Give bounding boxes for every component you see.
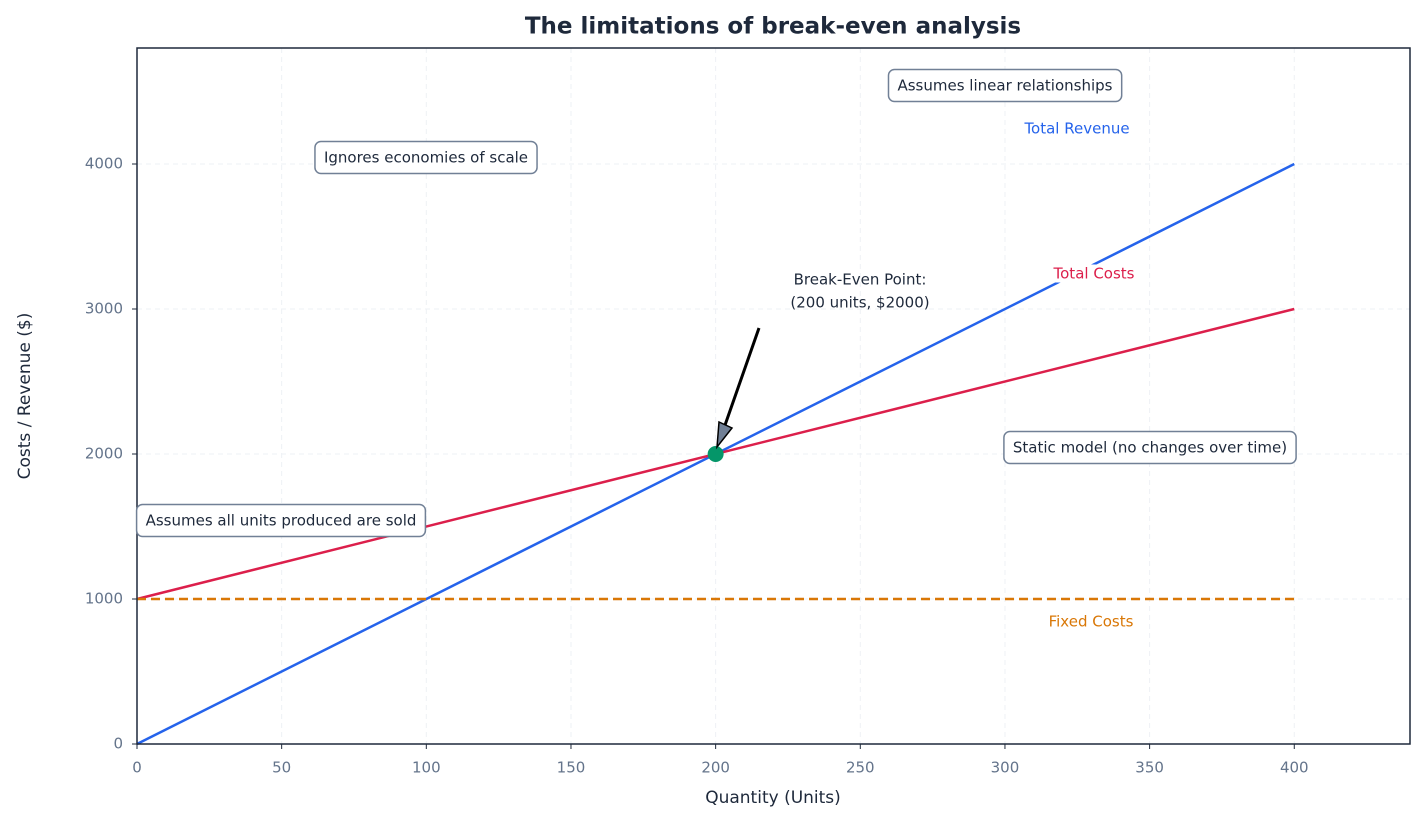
break-even-label: (200 units, $2000) — [790, 294, 929, 312]
annotation-box — [887, 68, 1123, 103]
series-label: Fixed Costs — [1049, 613, 1134, 631]
y-tick-label: 2000 — [85, 445, 123, 463]
annotation: Ignores economies of scale — [324, 149, 528, 167]
y-tick-label: 1000 — [85, 590, 123, 608]
x-tick-label: 0 — [132, 759, 142, 777]
annotation: Assumes linear relationships — [897, 77, 1112, 95]
label-background — [1050, 264, 1137, 283]
x-tick-label: 400 — [1280, 759, 1309, 777]
y-tick-label: 4000 — [85, 155, 123, 173]
break-even-point — [707, 446, 724, 462]
chart-title: The limitations of break-even analysis — [525, 14, 1021, 40]
plot-frame — [136, 47, 1411, 745]
series-label: Total Revenue — [1023, 120, 1129, 138]
annotation-box — [135, 503, 427, 538]
plot — [136, 162, 1295, 746]
series-label: Total Costs — [1053, 265, 1135, 283]
annotation-box — [1003, 430, 1297, 465]
x-tick-label: 250 — [846, 759, 875, 777]
y-tick-label: 0 — [113, 735, 123, 753]
labels: 0 50 100 150 200 250 300 350 4000100020003000400… — [85, 68, 1309, 777]
break-even-label: Break-Even Point: — [794, 271, 927, 289]
arrow-head — [716, 420, 734, 450]
x-tick-label: 150 — [557, 759, 586, 777]
x-tick-label: 350 — [1135, 759, 1164, 777]
annotation-box — [314, 140, 538, 175]
y-tick-label: 3000 — [85, 300, 123, 318]
x-tick-label: 200 — [701, 759, 730, 777]
x-tick-label: 100 — [412, 759, 441, 777]
annotation: Static model (no changes over time) — [1013, 439, 1287, 457]
y-axis-label: Costs / Revenue ($) — [15, 313, 35, 480]
x-tick-label: 300 — [991, 759, 1020, 777]
arrow-shaft — [722, 327, 761, 429]
x-axis-label: Quantity (Units) — [705, 788, 841, 808]
x-tick-label: 50 — [272, 759, 291, 777]
annotation: Assumes all units produced are sold — [146, 512, 417, 530]
